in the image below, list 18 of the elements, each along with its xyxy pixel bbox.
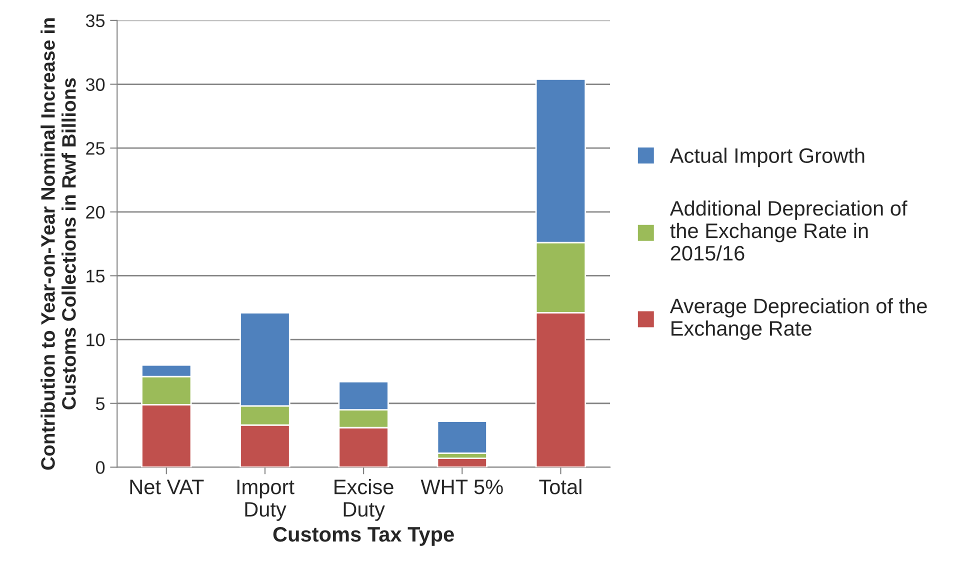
x-axis-title: Customs Tax Type [273, 526, 454, 546]
x-tick-label: WHT 5% [420, 480, 503, 494]
y-tick-label: 20 [86, 206, 105, 219]
y-tick-label: 0 [96, 461, 105, 474]
y-tick-label: 10 [86, 333, 105, 346]
legend-label: Average Depreciation of the Exchange Rate [670, 298, 927, 340]
y-tick-label: 25 [86, 142, 105, 155]
legend-label: Additional Depreciation of the Exchange Rate in 2015/16 [670, 200, 908, 261]
y-axis-title: Contribution to Year-on-Year Nominal Increase in Customs Collections in Rwf Billions [40, 18, 76, 470]
x-tick-label: Total [539, 479, 582, 494]
x-tick-label: Net VAT [130, 480, 204, 494]
legend-label: Actual Import Growth [670, 148, 864, 168]
y-tick-label: 30 [86, 78, 105, 91]
y-tick-label: 35 [86, 14, 105, 28]
x-tick-label: Import Duty [237, 480, 294, 521]
y-tick-label: 5 [96, 398, 105, 410]
y-tick-label: 15 [86, 270, 105, 282]
x-tick-label: Excise Duty [334, 479, 394, 521]
